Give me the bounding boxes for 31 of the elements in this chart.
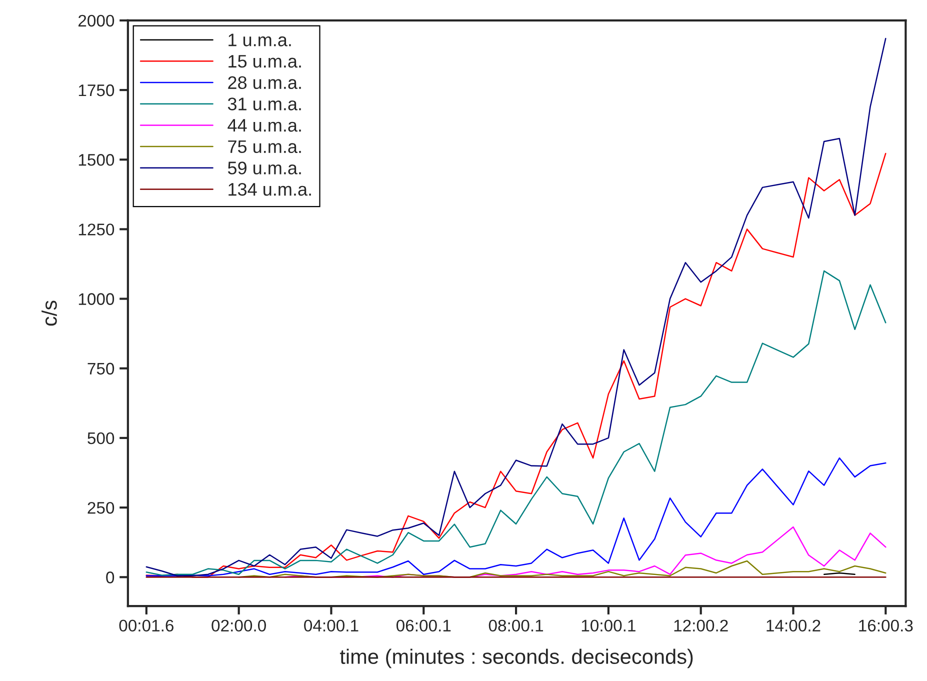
legend-label: 44 u.m.a. [228,119,301,132]
y-tick-label: 500 [88,432,114,444]
legend-label: 75 u.m.a. [228,140,301,154]
line-series [146,152,886,578]
x-axis-title: time (minutes : seconds. deciseconds) [340,648,693,668]
legend-label: 1 u.m.a. [228,34,291,46]
y-tick-label: 750 [88,362,114,375]
y-tick-label: 0 [106,572,114,584]
x-tick-label: 06:00.1 [396,620,451,632]
x-tick-label: 08:00.1 [488,620,544,632]
y-tick-label: 1250 [78,224,114,236]
x-tick-label: 10:00.1 [582,620,636,632]
y-axis-title: c/s [42,300,57,326]
y-tick-label: 250 [88,502,114,514]
x-tick-label: 04:00.1 [304,620,358,632]
legend-label: 134 u.m.a. [228,182,311,196]
legend-label: 31 u.m.a. [228,98,301,110]
x-tick-label: 16:00.3 [859,620,913,632]
y-tick-label: 1750 [78,84,114,96]
line-series [146,457,886,576]
line-series [146,270,886,576]
x-tick-label: 02:00.0 [212,620,266,632]
y-tick-label: 1000 [78,293,114,305]
legend-label: 15 u.m.a. [228,55,301,68]
x-tick-label: 12:00.2 [674,620,728,632]
legend-label: 28 u.m.a. [228,76,301,90]
x-tick-label: 14:00.2 [766,620,820,632]
x-tick-label: 00:01.6 [119,620,174,632]
y-tick-label: 2000 [78,14,114,27]
y-tick-label: 1500 [78,154,114,166]
legend-label: 59 u.m.a. [228,162,301,174]
